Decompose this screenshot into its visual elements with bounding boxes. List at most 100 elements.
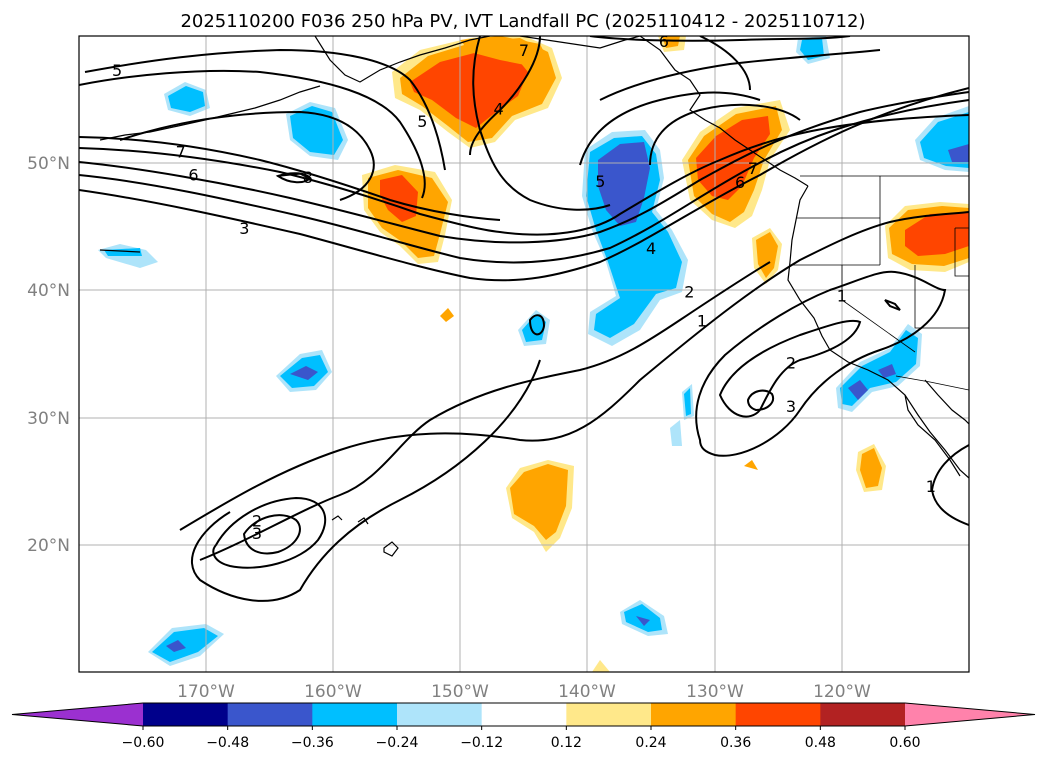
shade-negative — [848, 380, 868, 400]
shade-positive — [410, 52, 528, 128]
colorbar-tick-label: 0.36 — [720, 735, 751, 751]
colorbar-segment — [566, 703, 652, 726]
contour-line — [79, 136, 501, 221]
lon-tick-label: 140°W — [558, 682, 616, 702]
colorbar-tick-label: −0.12 — [460, 735, 503, 751]
contour-line — [695, 270, 947, 457]
contour-label: 7 — [176, 143, 186, 162]
shade-positive — [510, 464, 568, 540]
shade-negative — [166, 640, 186, 652]
colorbar-segment — [820, 703, 906, 726]
contour-line — [884, 299, 901, 311]
lon-axis: 170°W 160°W 150°W 140°W 130°W 120°W — [177, 682, 871, 702]
border-ut-co — [954, 227, 969, 277]
border-ca-nv — [841, 265, 916, 353]
contour-label: 3 — [786, 397, 796, 416]
contour-line — [599, 49, 881, 101]
contour-line — [212, 496, 327, 569]
contour-label: 1 — [926, 477, 936, 496]
lat-tick-label: 30°N — [27, 409, 70, 429]
contour-label: 4 — [646, 239, 656, 258]
colorbar-segment — [143, 703, 229, 726]
colorbar-extend-high — [905, 703, 1035, 726]
contour-label: 7 — [519, 41, 529, 60]
colorbar-segment — [397, 703, 483, 726]
contour-label: 1 — [837, 286, 847, 305]
contour-line — [190, 359, 541, 602]
contour-line — [472, 36, 611, 211]
contour-line — [179, 211, 969, 531]
contour-label: 7 — [748, 159, 758, 178]
contour-label: 1 — [697, 312, 707, 331]
colorbar-tick-label: 0.48 — [805, 735, 836, 751]
coastline-hawaii — [331, 515, 399, 557]
contour-label: 2 — [684, 282, 694, 301]
contour-label: 6 — [188, 165, 198, 184]
contour-label: 5 — [417, 112, 427, 131]
contour-line — [746, 389, 774, 412]
colorbar: −0.60 −0.48 −0.36 −0.24 −0.12 0.12 0.24 0.36 0.4… — [11, 702, 1036, 751]
shade-positive — [744, 460, 758, 470]
colorbar-segment — [312, 703, 398, 726]
colorbar-tick-label: −0.24 — [376, 735, 419, 751]
shade-positive — [662, 36, 680, 48]
lon-tick-label: 130°W — [686, 682, 744, 702]
shade-positive — [860, 448, 882, 488]
shade-negative — [800, 38, 824, 60]
shade-negative — [152, 628, 218, 662]
shade-negative — [290, 106, 343, 155]
map-frame — [78, 35, 970, 673]
contour-line — [242, 514, 301, 555]
contour-label: 4 — [493, 99, 503, 118]
contour-label: 6 — [735, 173, 745, 192]
colorbar-segment — [481, 703, 567, 726]
shade-negative — [522, 314, 546, 342]
colorbar-tick-label: 0.24 — [635, 735, 666, 751]
shade-negative — [948, 144, 969, 162]
contour-line — [699, 36, 751, 91]
shade-negative — [878, 364, 896, 378]
coastline-baja — [904, 394, 961, 477]
contour-line — [84, 48, 446, 171]
shade-negative — [290, 366, 318, 380]
contour-line — [79, 87, 969, 282]
lon-tick-label: 150°W — [431, 682, 489, 702]
shade-positive — [905, 212, 969, 256]
borders — [790, 175, 969, 391]
contour-label: 8 — [303, 168, 313, 187]
shade-positive — [440, 308, 454, 322]
contour-label: 3 — [252, 524, 262, 543]
shade-negative — [104, 248, 142, 256]
contour-label: 2 — [252, 511, 262, 530]
colorbar-tick-label: 0.12 — [551, 735, 582, 751]
contour-label: 2 — [786, 354, 796, 373]
lat-tick-label: 40°N — [27, 281, 70, 301]
contour-label: 3 — [239, 219, 249, 238]
contour-label: 5 — [112, 61, 122, 80]
shade-positive — [592, 660, 610, 672]
coastline-bc — [639, 36, 809, 187]
colorbar-segment — [735, 703, 821, 726]
contour-line — [930, 444, 969, 526]
lon-tick-label: 170°W — [177, 682, 235, 702]
lon-tick-label: 160°W — [304, 682, 362, 702]
contour-line — [589, 36, 851, 42]
contour-line — [79, 91, 969, 244]
lat-tick-label: 20°N — [27, 536, 70, 556]
shade-negative — [168, 86, 205, 112]
border-us-mexico — [895, 375, 969, 391]
contour-line — [528, 314, 546, 336]
coastline-mexico-mainland — [924, 379, 969, 425]
contour-line — [469, 36, 541, 156]
shade-positive — [460, 36, 548, 66]
lat-tick-label: 50°N — [27, 154, 70, 174]
contour-line — [579, 91, 761, 166]
colorbar-segment — [227, 703, 313, 726]
colorbar-tick-label: 0.60 — [889, 735, 920, 751]
shade-negative — [670, 420, 682, 446]
gridlines — [79, 36, 969, 672]
border-nv-ut — [914, 265, 969, 329]
